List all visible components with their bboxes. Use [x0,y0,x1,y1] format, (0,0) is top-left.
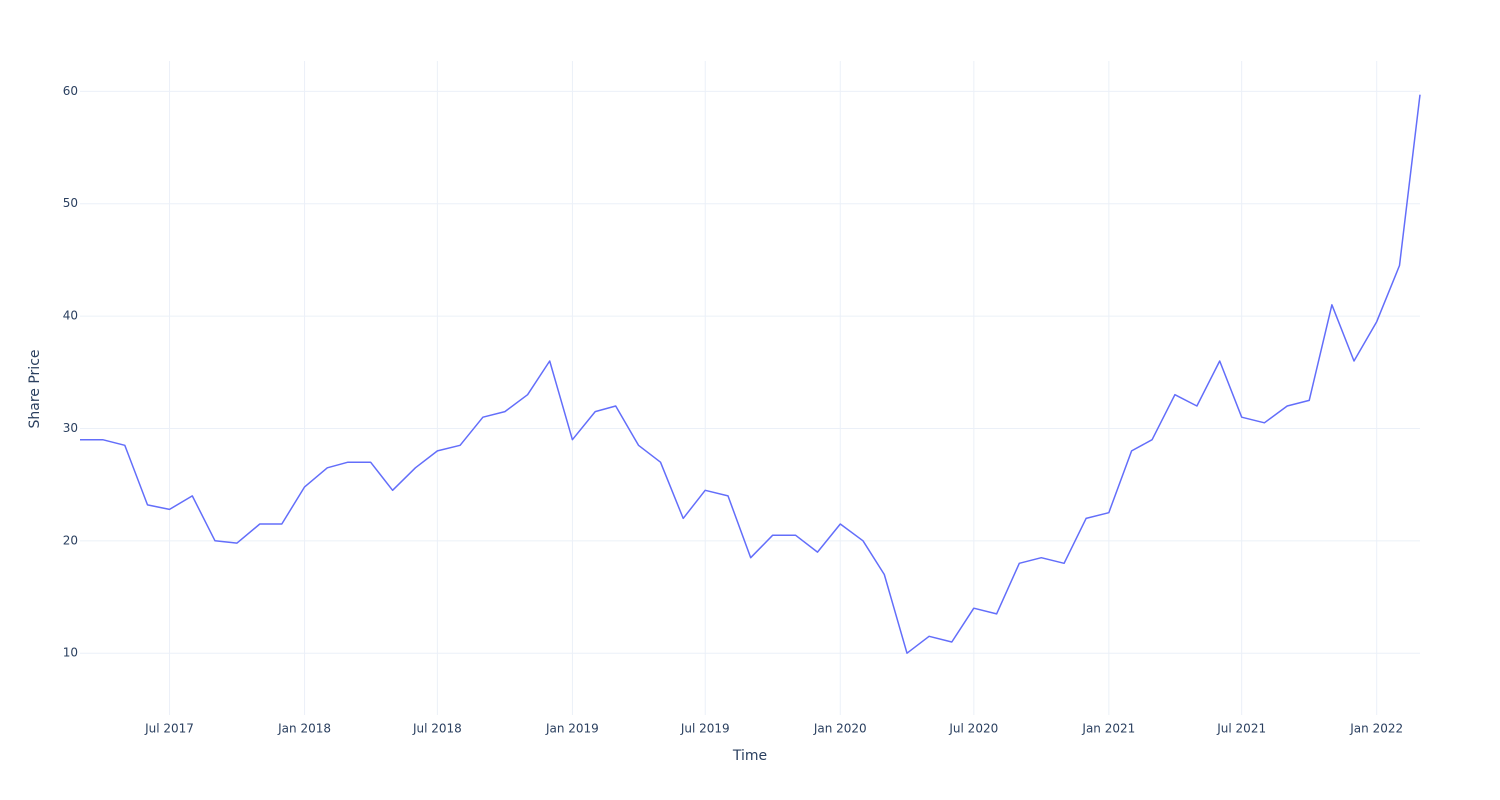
x-tick-label: Jan 2018 [277,722,331,736]
x-tick-label: Jan 2020 [813,722,867,736]
y-tick-label: 30 [63,421,78,435]
x-tick-label: Jul 2021 [1216,722,1266,736]
y-tick-label: 60 [63,84,78,98]
x-tick-label: Jan 2022 [1349,722,1403,736]
y-axis-title: Share Price [27,349,43,428]
y-tick-label: 20 [63,533,78,547]
y-tick-label: 10 [63,646,78,660]
x-tick-label: Jul 2019 [680,722,730,736]
x-tick-label: Jul 2020 [948,722,998,736]
x-tick-label: Jul 2018 [412,722,462,736]
y-tick-label: 50 [63,196,78,210]
line [80,94,1421,654]
x-tick-label: Jan 2021 [1081,722,1135,736]
x-axis-title: Time [732,748,767,764]
x-tick-label: Jan 2019 [545,722,599,736]
x-tick-label: Jul 2017 [144,722,194,736]
y-tick-label: 40 [63,309,78,323]
